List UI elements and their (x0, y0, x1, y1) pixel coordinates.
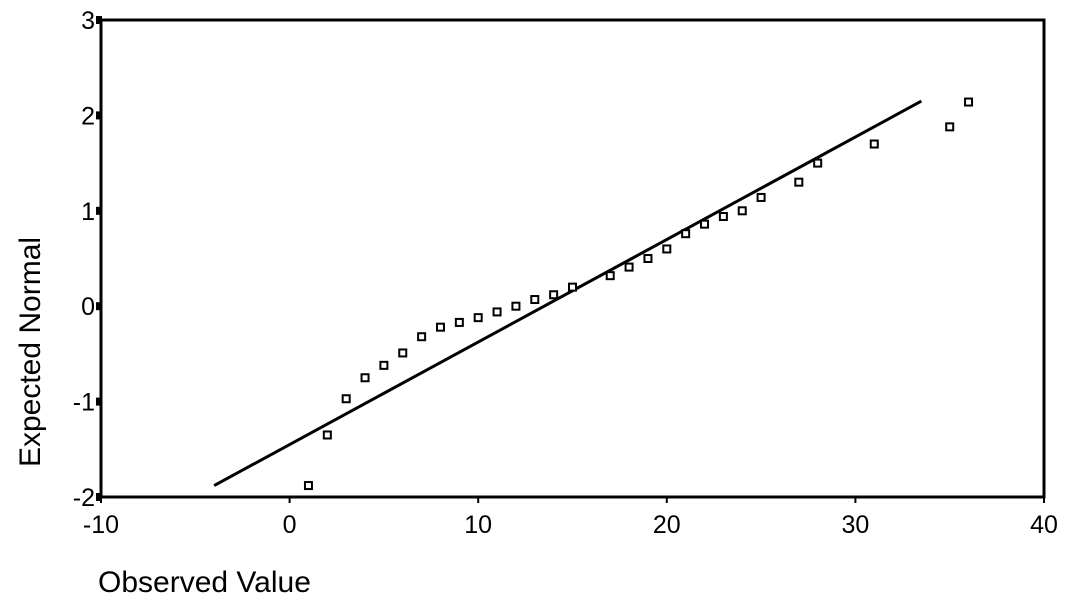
data-point (530, 295, 540, 305)
data-point (624, 262, 634, 272)
data-point (945, 122, 955, 132)
x-tick-label: -10 (83, 511, 119, 539)
data-point (756, 192, 766, 202)
data-point (568, 282, 577, 292)
y-axis-title: Expected Normal (14, 237, 47, 467)
x-tick-label: 0 (283, 511, 297, 539)
data-point (964, 97, 974, 107)
data-point (700, 219, 710, 229)
x-tick-label: 40 (1030, 511, 1058, 539)
data-point (737, 206, 747, 216)
y-tick-mark (96, 397, 102, 406)
plot-frame (99, 18, 1046, 499)
data-point (681, 229, 691, 239)
data-point (813, 158, 823, 168)
data-point (473, 313, 483, 323)
x-axis-title: Observed Value (98, 566, 311, 599)
y-tick-label: 2 (81, 102, 95, 130)
y-tick-label: 3 (81, 7, 95, 35)
x-tick-label: 10 (464, 511, 492, 539)
data-point (492, 307, 502, 317)
x-tick-label: 20 (653, 511, 681, 539)
data-points (303, 97, 974, 491)
y-tick-label: 0 (81, 293, 95, 321)
data-point (322, 430, 332, 440)
y-tick-mark (96, 16, 102, 24)
data-point (454, 317, 464, 327)
data-point (718, 212, 728, 222)
y-tick-mark (96, 493, 102, 501)
data-point (360, 373, 370, 383)
reference-line (213, 99, 923, 487)
y-axis-ticks: -2 -1 0 1 2 3 (73, 7, 102, 512)
x-tick-label: 30 (841, 511, 869, 539)
y-tick-mark (96, 206, 102, 215)
y-tick-label: -2 (73, 484, 95, 512)
x-axis-ticks: -10 0 10 20 30 40 (83, 497, 1058, 539)
y-tick-mark (96, 111, 102, 120)
y-tick-mark (96, 302, 102, 311)
data-point (303, 481, 313, 491)
data-point (605, 271, 615, 281)
data-point (398, 348, 408, 358)
data-point (417, 332, 427, 342)
data-point (662, 244, 672, 254)
data-point (794, 177, 804, 187)
data-point (511, 301, 521, 311)
data-point (869, 139, 879, 149)
y-tick-label: 1 (81, 198, 95, 226)
data-point (549, 290, 559, 300)
data-point (341, 394, 351, 404)
data-point (643, 254, 653, 263)
data-point (435, 322, 445, 332)
y-tick-label: -1 (73, 389, 95, 417)
data-point (379, 360, 389, 370)
